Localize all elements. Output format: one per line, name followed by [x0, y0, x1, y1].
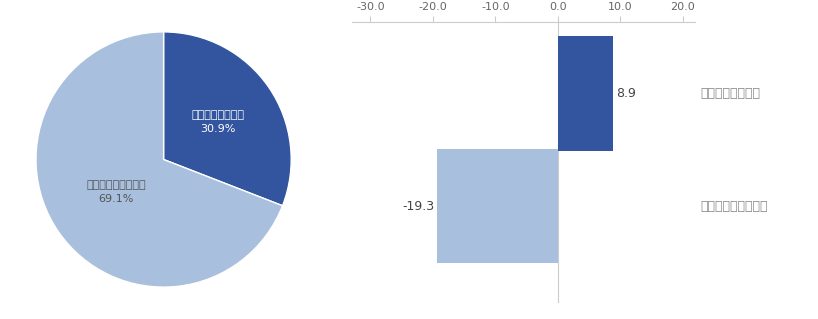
Wedge shape	[164, 32, 291, 206]
Text: -19.3: -19.3	[402, 200, 434, 212]
Text: 公式アプリ非利用者
69.1%: 公式アプリ非利用者 69.1%	[87, 180, 146, 204]
Text: 公式アプリ利用者
30.9%: 公式アプリ利用者 30.9%	[192, 110, 245, 134]
Bar	[438, 149, 558, 263]
Wedge shape	[36, 32, 282, 287]
Bar	[558, 36, 614, 151]
Text: 8.9: 8.9	[617, 87, 636, 100]
Text: 公式アプリ非利用者: 公式アプリ非利用者	[700, 200, 768, 212]
Text: 公式アプリ利用者: 公式アプリ利用者	[700, 87, 760, 100]
